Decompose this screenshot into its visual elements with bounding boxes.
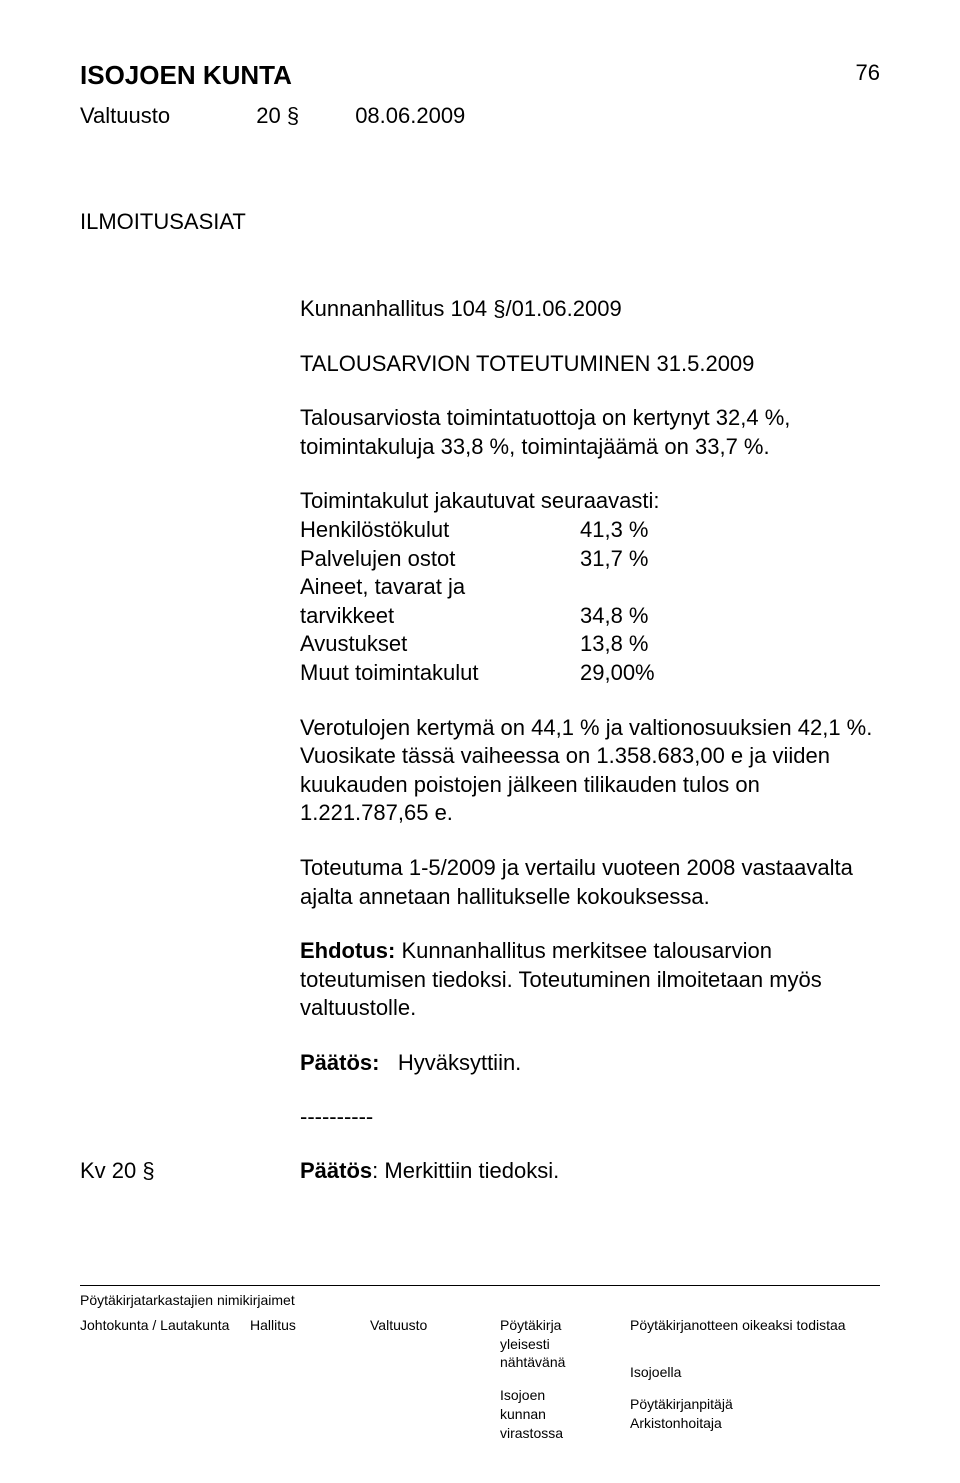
- proposal-label: Ehdotus:: [300, 938, 395, 963]
- row-label: Avustukset: [300, 630, 580, 659]
- table-row: Aineet, tavarat ja: [300, 573, 880, 602]
- kv-decision: Päätös: Merkittiin tiedoksi.: [300, 1158, 880, 1184]
- footer-text: Isojoella: [630, 1363, 860, 1382]
- footer-text: virastossa: [500, 1424, 610, 1443]
- subheader: Valtuusto 20 § 08.06.2009: [80, 103, 880, 129]
- footer-columns: Johtokunta / Lautakunta Hallitus Valtuus…: [80, 1316, 880, 1443]
- subject-line: TALOUSARVION TOTEUTUMINEN 31.5.2009: [300, 350, 880, 379]
- footer-text: Pöytäkirjanpitäjä: [630, 1395, 860, 1414]
- section-number: 20 §: [256, 103, 299, 129]
- spacer: [630, 1335, 860, 1363]
- row-value: 29,00%: [580, 659, 680, 688]
- decision-text: Hyväksyttiin.: [398, 1050, 521, 1075]
- footer: Pöytäkirjatarkastajien nimikirjaimet Joh…: [80, 1285, 880, 1443]
- row-label: Muut toimintakulut: [300, 659, 580, 688]
- table-row: Muut toimintakulut 29,00%: [300, 659, 880, 688]
- spacer: [500, 1372, 610, 1386]
- footer-text: yleisesti: [500, 1335, 610, 1354]
- breakdown-table: Toimintakulut jakautuvat seuraavasti: He…: [300, 487, 880, 687]
- spacer: [630, 1381, 860, 1395]
- header: ISOJOEN KUNTA 76: [80, 60, 880, 91]
- row-label: Henkilöstökulut: [300, 516, 580, 545]
- footer-text: Hallitus: [250, 1316, 350, 1335]
- org-name: ISOJOEN KUNTA: [80, 60, 292, 91]
- row-value: 34,8 %: [580, 602, 680, 631]
- footer-col-5: Pöytäkirjanotteen oikeaksi todistaa Isoj…: [630, 1316, 880, 1443]
- kv-decision-label: Päätös: [300, 1158, 372, 1183]
- decision-label: Päätös:: [300, 1050, 379, 1075]
- footer-title: Pöytäkirjatarkastajien nimikirjaimet: [80, 1285, 880, 1308]
- body-name: Valtuusto: [80, 103, 170, 129]
- section-title: ILMOITUSASIAT: [80, 209, 880, 235]
- footer-text: Isojoen: [500, 1386, 610, 1405]
- footer-text: Pöytäkirjanotteen oikeaksi todistaa: [630, 1316, 860, 1335]
- footer-text: nähtävänä: [500, 1353, 610, 1372]
- kv-reference: Kv 20 §: [80, 1158, 300, 1184]
- row-value: [580, 573, 680, 602]
- comparison-paragraph: Toteutuma 1-5/2009 ja vertailu vuoteen 2…: [300, 854, 880, 911]
- row-value: 41,3 %: [580, 516, 680, 545]
- table-row: Palvelujen ostot 31,7 %: [300, 545, 880, 574]
- footer-text: Valtuusto: [370, 1316, 480, 1335]
- footer-text: Johtokunta / Lautakunta: [80, 1316, 230, 1335]
- breakdown-title: Toimintakulut jakautuvat seuraavasti:: [300, 487, 880, 516]
- row-value: 13,8 %: [580, 630, 680, 659]
- table-row: Henkilöstökulut 41,3 %: [300, 516, 880, 545]
- footer-col-3: Valtuusto: [370, 1316, 500, 1443]
- footer-col-2: Hallitus: [250, 1316, 370, 1443]
- decision-paragraph: Päätös: Hyväksyttiin.: [300, 1049, 880, 1078]
- kv-decision-row: Kv 20 § Päätös: Merkittiin tiedoksi.: [80, 1158, 880, 1184]
- row-value: 31,7 %: [580, 545, 680, 574]
- footer-col-1: Johtokunta / Lautakunta: [80, 1316, 250, 1443]
- footer-text: Pöytäkirja: [500, 1316, 610, 1335]
- table-row: tarvikkeet 34,8 %: [300, 602, 880, 631]
- intro-paragraph: Talousarviosta toimintatuottoja on kerty…: [300, 404, 880, 461]
- tax-paragraph: Verotulojen kertymä on 44,1 % ja valtion…: [300, 714, 880, 828]
- meeting-date: 08.06.2009: [355, 103, 465, 129]
- content-block: Kunnanhallitus 104 §/01.06.2009 TALOUSAR…: [300, 295, 880, 1132]
- footer-text: Arkistonhoitaja: [630, 1414, 860, 1433]
- separator: ----------: [300, 1103, 880, 1132]
- proposal-paragraph: Ehdotus: Kunnanhallitus merkitsee talous…: [300, 937, 880, 1023]
- row-label: Palvelujen ostot: [300, 545, 580, 574]
- row-label: tarvikkeet: [300, 602, 580, 631]
- row-label: Aineet, tavarat ja: [300, 573, 580, 602]
- footer-text: kunnan: [500, 1405, 610, 1424]
- footer-col-4: Pöytäkirja yleisesti nähtävänä Isojoen k…: [500, 1316, 630, 1443]
- kv-decision-text: : Merkittiin tiedoksi.: [372, 1158, 559, 1183]
- table-row: Avustukset 13,8 %: [300, 630, 880, 659]
- reference-line: Kunnanhallitus 104 §/01.06.2009: [300, 295, 880, 324]
- page-number: 76: [856, 60, 880, 86]
